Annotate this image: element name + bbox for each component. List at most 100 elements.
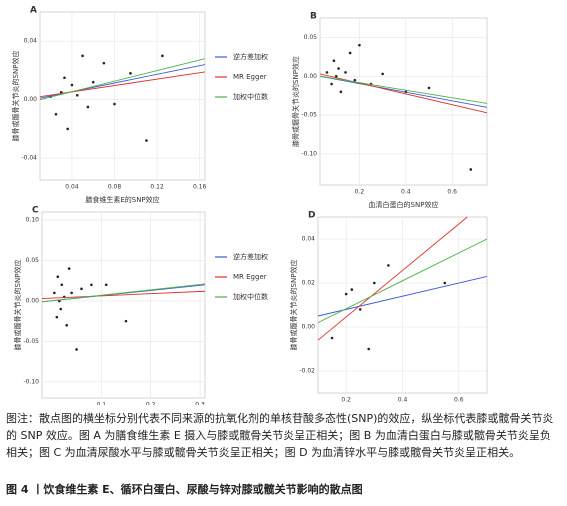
y-axis-label: 膝骨或髋骨关节炎的SNP效应 <box>289 260 298 351</box>
figure-title: 图 4 丨饮食维生素 E、循环白蛋白、尿酸与锌对膝或髋关节影响的散点图 <box>6 483 363 496</box>
regression-line <box>319 75 488 104</box>
point <box>75 348 78 351</box>
y-tick-label: -0.04 <box>21 155 37 162</box>
y-tick-label: 0.00 <box>302 324 316 331</box>
point <box>113 102 116 106</box>
regression-line <box>317 216 468 341</box>
point <box>469 168 473 171</box>
regression-line <box>39 58 206 101</box>
point <box>63 76 66 80</box>
point <box>66 127 69 131</box>
point <box>367 347 371 351</box>
point <box>373 281 376 285</box>
y-tick-label: 0.04 <box>24 38 38 45</box>
x-axis-label: 膳食维生素E的SNP效应 <box>85 195 159 204</box>
point <box>56 275 60 278</box>
y-axis-label: 膝骨或髋骨关节炎的SNP效应 <box>11 51 20 142</box>
regression-line <box>41 283 206 303</box>
point <box>67 267 71 270</box>
legend-label: 逆方差加权 <box>233 252 268 261</box>
x-tick-label: 0.16 <box>193 184 207 191</box>
x-tick-label: 0.4 <box>398 397 408 404</box>
point <box>381 72 384 76</box>
point <box>65 323 68 327</box>
y-tick-label: -0.10 <box>301 150 317 157</box>
y-axis-label: 膝骨或髋骨关节炎的SNP效应 <box>13 260 22 351</box>
y-tick-label: -0.10 <box>23 378 39 385</box>
regression-line <box>41 290 206 299</box>
plot-area <box>41 211 206 399</box>
plot-area <box>319 17 488 186</box>
point <box>80 287 83 291</box>
x-tick-label: 0.6 <box>447 189 457 196</box>
point <box>53 291 56 295</box>
point <box>330 82 333 86</box>
point <box>90 283 93 287</box>
y-tick-label: -0.02 <box>299 368 315 375</box>
panel-label: A <box>30 6 37 16</box>
y-tick-label: 0.10 <box>26 217 40 224</box>
point <box>344 71 347 74</box>
point <box>427 86 431 90</box>
x-tick-label: 0.1 <box>96 402 106 406</box>
y-tick-label: 0.00 <box>24 96 38 103</box>
y-tick-label: 0.05 <box>26 257 40 264</box>
point <box>325 71 329 74</box>
x-tick-label: 0.08 <box>108 184 122 191</box>
point <box>330 336 334 340</box>
point <box>70 291 73 295</box>
figure: A -0.04 0.00 0.04 0.04 0.08 0.12 0.16 膳食维生素E的SNP… <box>11 6 488 406</box>
point <box>161 54 164 58</box>
point <box>91 80 95 84</box>
point <box>145 139 148 142</box>
point <box>55 315 59 319</box>
point <box>334 74 338 78</box>
caption: 图注：散点图的横坐标分别代表不同来源的抗氧化剂的单核苷酸多态性(SNP)的效应，… <box>6 412 554 459</box>
x-axis-label: 血清白蛋白的SNP效应 <box>369 200 439 209</box>
point <box>86 105 90 109</box>
panel-label: C <box>32 206 39 216</box>
point <box>81 54 84 58</box>
point <box>124 319 128 323</box>
x-tick-label: 0.04 <box>65 184 79 191</box>
point <box>353 78 357 82</box>
plot-area <box>39 11 206 181</box>
point <box>350 288 354 291</box>
y-tick-label: 0.05 <box>304 34 318 41</box>
legend-label: 逆方差加权 <box>233 52 268 61</box>
point <box>358 43 361 47</box>
point <box>102 61 106 65</box>
regression-line <box>317 238 488 324</box>
x-tick-label: 0.2 <box>146 402 156 406</box>
legend-label: 加权中位数 <box>233 92 268 101</box>
point <box>339 90 343 94</box>
x-tick-label: 0.2 <box>355 189 365 196</box>
y-tick-label: 0.02 <box>302 280 316 287</box>
point <box>358 308 362 311</box>
point <box>387 264 390 267</box>
y-tick-label: -0.05 <box>301 112 317 119</box>
point <box>54 112 58 116</box>
point <box>104 283 108 287</box>
point <box>75 93 79 97</box>
point <box>59 307 63 311</box>
point <box>129 72 132 75</box>
y-tick-label: 0.00 <box>304 73 318 80</box>
x-tick-label: 0.6 <box>454 397 464 404</box>
y-tick-label: -0.05 <box>23 338 39 345</box>
x-tick-label: 0.2 <box>341 397 351 404</box>
x-tick-label: 0.12 <box>150 184 164 191</box>
point <box>332 59 336 63</box>
regression-line <box>317 275 488 317</box>
y-tick-label: 0.04 <box>302 236 316 243</box>
legend-label: 加权中位数 <box>233 292 268 301</box>
panel-label: B <box>310 12 317 22</box>
legend-label: MR Egger <box>233 73 267 81</box>
y-axis-label: 膝骨或髋骨关节炎的SNP效应 <box>291 56 300 147</box>
point <box>344 292 348 296</box>
point <box>60 283 64 287</box>
regression-line <box>319 75 488 108</box>
x-tick-label: 0.3 <box>195 402 205 406</box>
point <box>337 67 340 70</box>
